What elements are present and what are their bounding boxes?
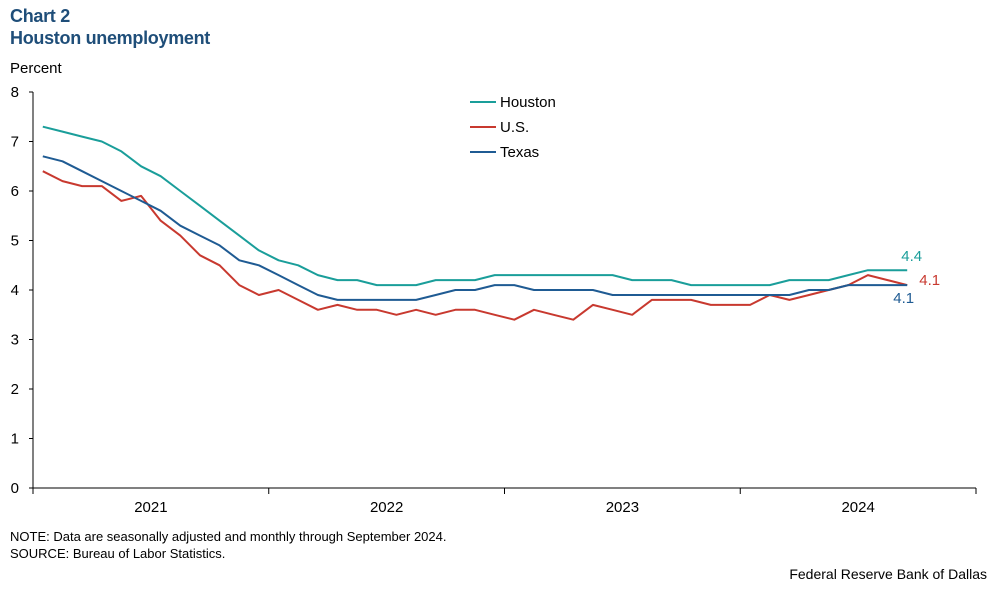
y-axis-label: Percent [10, 60, 62, 77]
y-tick-label: 7 [11, 134, 19, 151]
series-line-texas [42, 155, 908, 301]
end-labels: 4.4 4.1 4.1 [893, 248, 940, 307]
note-text: NOTE: Data are seasonally adjusted and m… [10, 529, 447, 544]
x-tick-label: 2024 [841, 499, 874, 516]
y-tick-label: 6 [11, 183, 19, 200]
end-label-texas: 4.1 [893, 290, 914, 307]
y-tick-label: 1 [11, 431, 19, 448]
series-line-houston [42, 125, 908, 287]
end-label-houston: 4.4 [901, 248, 922, 265]
x-tick-label: 2023 [606, 499, 639, 516]
chart-number: Chart 2 [10, 6, 70, 26]
credit-text: Federal Reserve Bank of Dallas [789, 566, 987, 582]
y-tick-label: 0 [11, 480, 19, 497]
y-tick-label: 8 [11, 84, 19, 101]
axes: 0 1 2 3 4 5 6 7 8 2021 2022 2023 2024 [11, 84, 977, 516]
end-label-us: 4.1 [919, 272, 940, 289]
x-tick-label: 2021 [134, 499, 167, 516]
legend-label-us: U.S. [500, 119, 529, 136]
series-layer [42, 125, 908, 321]
y-tick-label: 5 [11, 233, 19, 250]
x-tick-label: 2022 [370, 499, 403, 516]
series-line-us [42, 170, 908, 321]
y-tick-label: 4 [11, 282, 19, 299]
legend-label-texas: Texas [500, 144, 539, 161]
source-text: SOURCE: Bureau of Labor Statistics. [10, 546, 226, 561]
legend-label-houston: Houston [500, 94, 556, 111]
legend: Houston U.S. Texas [470, 94, 556, 161]
chart-title: Houston unemployment [10, 28, 210, 48]
y-tick-label: 3 [11, 332, 19, 349]
y-tick-label: 2 [11, 381, 19, 398]
